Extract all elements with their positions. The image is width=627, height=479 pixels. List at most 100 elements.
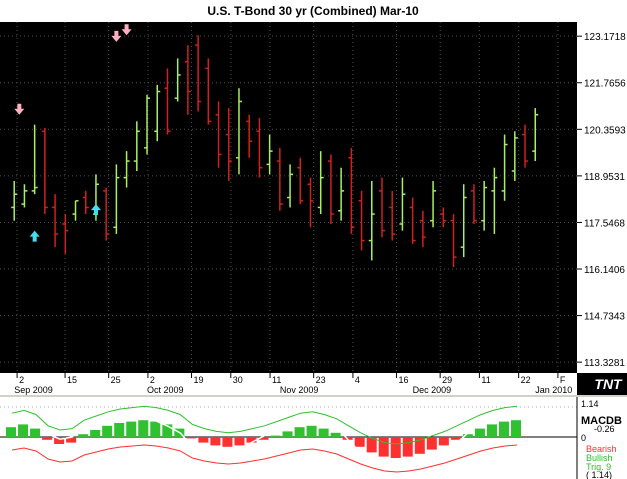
price-bar — [532, 108, 539, 162]
macd-hist-bar — [246, 437, 257, 443]
price-grid — [0, 22, 577, 373]
x-day-tick-label: 2 — [150, 375, 155, 385]
macd-hist-bar — [6, 427, 17, 437]
macd-hist-bar — [378, 437, 389, 457]
price-bar — [419, 210, 426, 248]
x-day-tick-label: F — [560, 375, 566, 385]
up-arrow-marker — [90, 204, 101, 216]
macd-hist-bar — [198, 437, 209, 443]
price-bar — [52, 194, 59, 248]
macd-hist-bar — [450, 437, 461, 440]
macd-hist-bar — [498, 421, 509, 437]
macd-readout-trig: ( 1.14) — [586, 470, 612, 479]
macd-hist-bar — [438, 437, 449, 446]
price-bar — [501, 134, 508, 201]
price-bar — [235, 88, 242, 175]
down-arrow-marker — [121, 24, 132, 36]
price-bar — [358, 190, 365, 251]
macd-hist-bar — [270, 435, 281, 437]
price-bar — [450, 214, 457, 268]
price-bar — [164, 68, 171, 135]
x-day-tick-label: 4 — [355, 375, 360, 385]
x-day-tick-label: 19 — [194, 375, 204, 385]
macd-hist-bar — [114, 423, 125, 437]
macd-hist-bar — [210, 437, 221, 446]
macd-hist-bar — [66, 437, 77, 443]
title-bar — [0, 0, 627, 22]
x-day-tick-label: 2 — [19, 375, 24, 385]
x-day-tick-label: 25 — [111, 375, 121, 385]
price-bar — [307, 177, 314, 228]
price-bar — [246, 114, 253, 158]
x-day-tick-label: 16 — [399, 375, 409, 385]
macd-hist-bar — [330, 432, 341, 437]
x-day-tick-label: 11 — [272, 375, 281, 385]
x-day-tick-label: 30 — [233, 375, 243, 385]
macd-panel — [0, 397, 577, 479]
macd-series-bullish: Bullish — [586, 453, 613, 463]
up-arrow-marker — [29, 230, 40, 242]
macd-title: MACDB — [581, 415, 622, 427]
price-bar — [31, 124, 38, 195]
price-bar — [409, 197, 416, 244]
price-bar — [11, 180, 18, 221]
macd-hist-bar — [282, 431, 293, 437]
macd-hist-bar — [366, 437, 377, 453]
price-bar — [399, 177, 406, 231]
macd-hist-bar — [462, 434, 473, 437]
price-bar — [133, 121, 140, 172]
macd-y-tick-top: 1.14 — [581, 399, 599, 409]
tnt-logo — [577, 373, 627, 395]
macd-y-axis — [577, 397, 627, 479]
macd-hist-bar — [234, 437, 245, 446]
macd-hist-bar — [138, 420, 149, 437]
price-bars — [11, 35, 539, 268]
x-month-label: Nov 2009 — [280, 385, 319, 395]
x-day-tick-label: 15 — [67, 375, 77, 385]
chart-title: U.S. T-Bond 30 yr (Combined) Mar-10 — [207, 4, 419, 18]
price-bar — [430, 180, 437, 228]
price-bar — [511, 131, 518, 181]
x-axis — [0, 373, 577, 395]
macd-series-trig: Trig. 9 — [586, 462, 611, 472]
x-month-label: Jan 2010 — [535, 385, 572, 395]
x-ticks: 2 15 25 2 19 30 11 23 4 16 29 11 22 F Sep 2009 Oct 2009… — [14, 373, 572, 395]
price-bar — [41, 127, 48, 215]
price-bar — [522, 124, 529, 168]
macd-hist-bar — [162, 424, 173, 437]
x-month-label: Sep 2009 — [14, 385, 53, 395]
price-bar — [297, 157, 304, 205]
price-bar — [440, 207, 447, 228]
x-month-label: Dec 2009 — [413, 385, 452, 395]
price-y-tick-label: 113.3281 — [584, 358, 625, 369]
macd-bearish-line — [11, 444, 518, 473]
price-bar — [144, 94, 151, 155]
macd-series-bearish: Bearish — [586, 444, 617, 454]
price-y-tick-label: 118.9531 — [584, 172, 625, 183]
x-day-tick-label: 22 — [521, 375, 531, 385]
price-bar — [184, 45, 191, 115]
price-bar — [368, 180, 375, 261]
tnt-logo-text: TNT — [594, 376, 623, 392]
macd-hist-bar — [486, 424, 497, 437]
macd-hist-bar — [54, 437, 65, 444]
price-y-tick-label: 116.1406 — [584, 265, 625, 276]
price-bar — [154, 84, 161, 142]
macd-hist-bar — [390, 437, 401, 458]
price-bar — [205, 58, 212, 125]
macd-line-white — [11, 404, 518, 476]
down-arrow-marker — [14, 103, 25, 115]
price-bar — [256, 118, 263, 178]
macd-hist-bar — [78, 434, 89, 437]
price-y-tick-label: 120.3593 — [584, 125, 626, 136]
price-bar — [62, 214, 69, 254]
price-bar — [266, 134, 273, 175]
macd-hist-bar — [318, 428, 329, 437]
price-bar — [389, 190, 396, 241]
price-bar — [481, 180, 488, 231]
price-bar — [470, 184, 477, 224]
macd-hist-bar — [126, 421, 137, 437]
macd-hist-bar — [42, 437, 53, 440]
price-bar — [317, 151, 324, 215]
